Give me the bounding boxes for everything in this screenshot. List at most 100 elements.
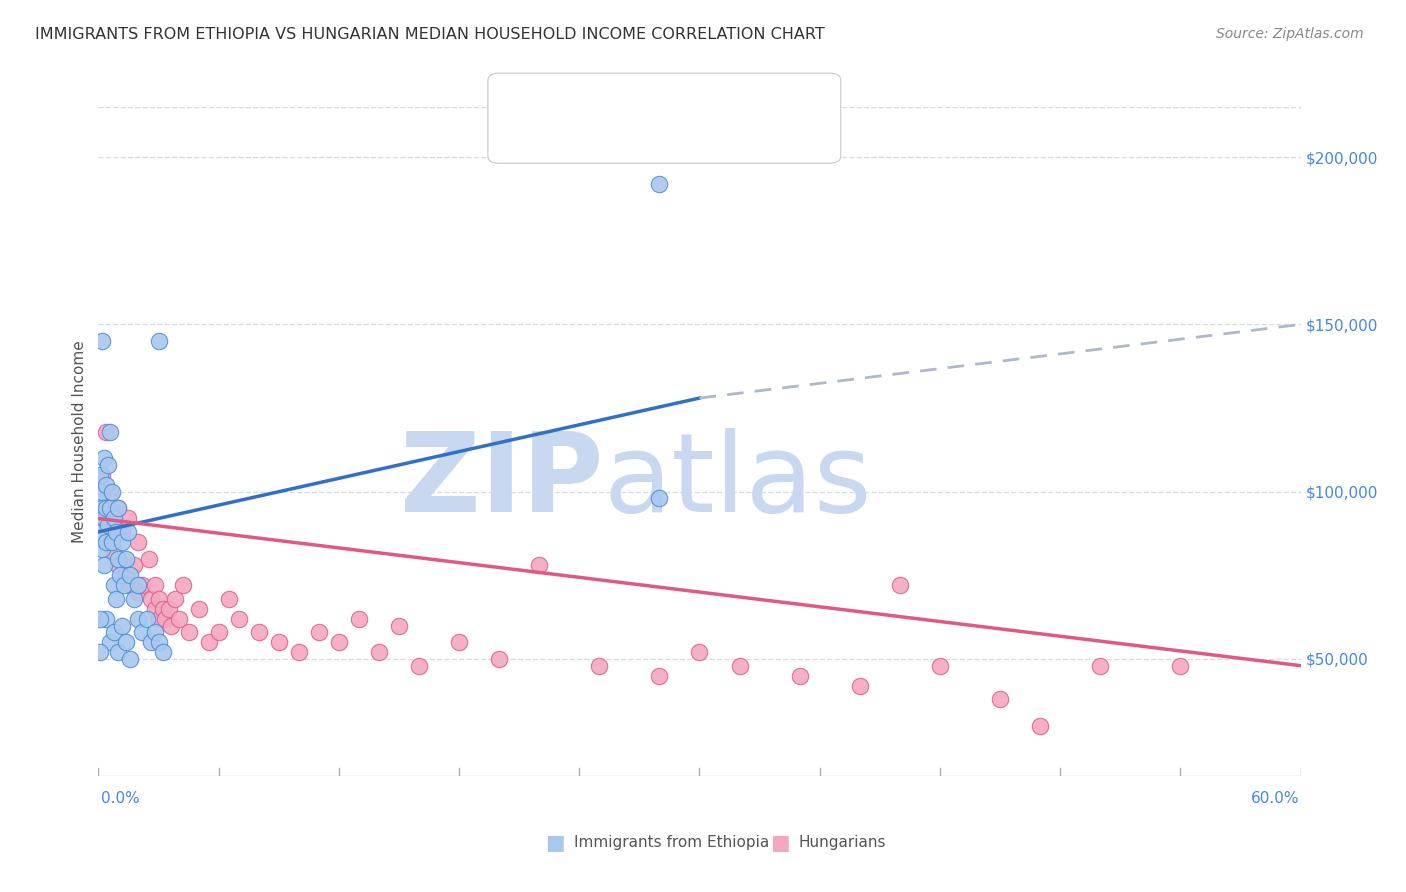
Point (128, 612, 150, 626)
Point (97, 458, 120, 472)
Point (91, 484, 114, 499)
Point (187, 601, 209, 615)
Point (139, 591, 162, 606)
Point (120, 578, 142, 592)
Point (107, 558, 129, 573)
Point (91, 467, 114, 482)
Point (148, 612, 170, 626)
Point (91, 501, 114, 516)
Point (110, 568, 132, 582)
Point (728, 658, 751, 673)
Point (96, 478, 118, 492)
Text: 60.0%: 60.0% (1251, 791, 1299, 805)
Point (988, 692, 1011, 706)
Point (103, 511, 125, 525)
Point (107, 501, 129, 516)
Point (1088, 658, 1111, 673)
Point (159, 618, 181, 632)
Point (131, 625, 153, 640)
Point (97, 524, 120, 539)
Point (105, 591, 128, 606)
Point (368, 645, 391, 659)
Point (131, 578, 153, 592)
Text: IMMIGRANTS FROM ETHIOPIA VS HUNGARIAN MEDIAN HOUSEHOLD INCOME CORRELATION CHART: IMMIGRANTS FROM ETHIOPIA VS HUNGARIAN ME… (35, 27, 825, 42)
Point (114, 578, 136, 592)
Point (115, 551, 138, 566)
Point (111, 618, 134, 632)
Point (167, 612, 190, 626)
Point (91, 524, 114, 539)
Point (148, 334, 170, 348)
Text: Immigrants from Ethiopia: Immigrants from Ethiopia (574, 836, 769, 850)
Point (789, 669, 811, 683)
Point (648, 177, 671, 191)
Point (408, 658, 430, 673)
Point (648, 669, 671, 683)
Point (115, 568, 138, 582)
Text: 59: 59 (689, 128, 710, 143)
Point (100, 501, 122, 516)
Point (107, 501, 129, 516)
Point (96, 534, 118, 549)
Point (120, 568, 142, 582)
Point (89, 508, 111, 523)
Point (115, 635, 138, 649)
Point (100, 425, 122, 439)
Point (103, 625, 125, 640)
Point (97, 518, 120, 533)
Point (288, 645, 311, 659)
Point (105, 524, 128, 539)
Point (93, 558, 115, 573)
Point (117, 511, 139, 525)
Point (177, 625, 200, 640)
Text: Source: ZipAtlas.com: Source: ZipAtlas.com (1216, 27, 1364, 41)
Point (89, 467, 111, 482)
Point (163, 591, 186, 606)
Point (89, 645, 111, 659)
Point (328, 635, 350, 649)
Point (889, 578, 911, 592)
Point (93, 511, 115, 525)
Text: R =: R = (531, 128, 565, 143)
Point (308, 625, 330, 640)
Point (143, 625, 166, 640)
Point (128, 578, 150, 592)
Text: 0.0%: 0.0% (101, 791, 141, 805)
Point (120, 652, 142, 666)
Point (197, 635, 219, 649)
Point (100, 635, 122, 649)
Point (96, 501, 118, 516)
Point (228, 612, 250, 626)
Point (124, 591, 146, 606)
Point (101, 534, 124, 549)
Point (247, 625, 270, 640)
Text: N =: N = (633, 94, 676, 109)
Point (128, 585, 150, 599)
Point (89, 612, 111, 626)
Point (648, 491, 671, 506)
Point (267, 635, 290, 649)
Point (849, 679, 872, 693)
Point (143, 601, 166, 615)
Point (172, 578, 194, 592)
Point (148, 591, 170, 606)
Point (93, 451, 115, 466)
Text: ■: ■ (546, 833, 565, 853)
Point (152, 601, 174, 615)
Point (139, 635, 162, 649)
Point (107, 645, 129, 659)
Point (529, 558, 551, 573)
Point (218, 591, 240, 606)
Point (101, 484, 124, 499)
Point (107, 551, 129, 566)
Point (111, 534, 134, 549)
Text: 0.259: 0.259 (576, 94, 624, 109)
Point (153, 612, 176, 626)
Point (148, 635, 170, 649)
Point (447, 635, 470, 649)
Point (124, 558, 146, 573)
Text: Hungarians: Hungarians (799, 836, 886, 850)
Point (117, 524, 139, 539)
Text: ■: ■ (513, 92, 533, 112)
Point (488, 652, 510, 666)
